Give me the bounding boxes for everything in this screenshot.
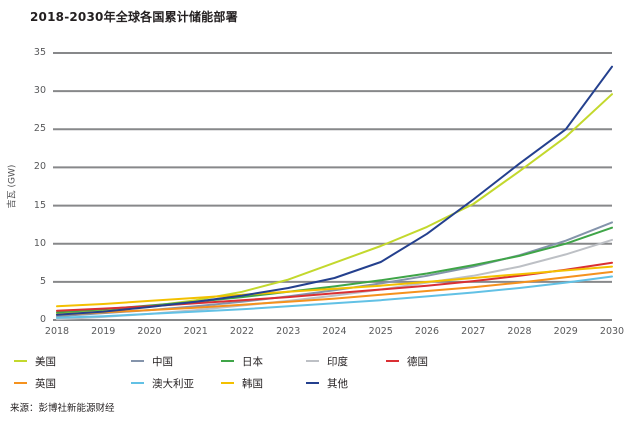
y-tick-label-20: 20 — [33, 161, 46, 173]
x-tick-label-2030: 2030 — [599, 326, 625, 337]
legend-swatch-japan — [221, 360, 234, 362]
legend-swatch-us — [14, 360, 27, 362]
x-tick-label-2021: 2021 — [183, 326, 208, 337]
legend-item-us: 美国 — [14, 354, 56, 368]
series-line-japan — [56, 226, 613, 314]
legend-label-australia: 澳大利亚 — [152, 377, 194, 390]
legend-item-india: 印度 — [306, 354, 348, 368]
legend-swatch-australia — [131, 382, 144, 384]
series-line-australia — [56, 275, 613, 319]
x-tick-label-2020: 2020 — [137, 326, 162, 337]
legend-item-japan: 日本 — [221, 354, 263, 368]
legend-swatch-india — [306, 360, 319, 362]
x-tick-label-2024: 2024 — [322, 326, 347, 337]
x-tick-label-2023: 2023 — [276, 326, 301, 337]
series-line-others — [56, 65, 613, 316]
x-tick-label-2022: 2022 — [229, 326, 255, 337]
legend-label-china: 中国 — [152, 355, 173, 368]
legend-item-china: 中国 — [131, 354, 173, 368]
y-tick-label-10: 10 — [33, 237, 46, 249]
y-tick-label-0: 0 — [39, 314, 46, 325]
legend-label-others: 其他 — [327, 377, 348, 390]
x-tick-label-2018: 2018 — [44, 326, 70, 337]
x-tick-label-2027: 2027 — [461, 326, 486, 337]
legend-label-uk: 英国 — [35, 377, 56, 390]
legend-swatch-others — [306, 382, 319, 384]
y-tick-label-25: 25 — [33, 123, 46, 135]
legend-swatch-germany — [386, 360, 399, 362]
legend-swatch-uk — [14, 382, 27, 384]
series-line-uk — [56, 270, 613, 316]
x-tick-label-2019: 2019 — [91, 326, 116, 337]
x-tick-label-2029: 2029 — [553, 326, 578, 337]
x-tick-label-2028: 2028 — [507, 326, 532, 337]
y-tick-label-35: 35 — [33, 47, 46, 58]
x-tick-label-2026: 2026 — [414, 326, 440, 337]
chart-title: 2018-2030年全球各国累计储能部署 — [30, 10, 238, 24]
legend-item-uk: 英国 — [14, 376, 56, 390]
legend-item-germany: 德国 — [386, 354, 428, 368]
legend-item-australia: 澳大利亚 — [131, 376, 194, 390]
y-tick-label-15: 15 — [33, 199, 46, 211]
legend-label-south-korea: 韩国 — [242, 377, 263, 390]
x-tick-label-2025: 2025 — [368, 326, 393, 337]
series-line-south-korea — [56, 265, 613, 308]
legend-label-japan: 日本 — [242, 355, 263, 368]
legend-item-south-korea: 韩国 — [221, 376, 263, 390]
source-note: 来源：彭博社新能源财经 — [10, 403, 115, 414]
legend-label-us: 美国 — [35, 355, 56, 368]
y-tick-label-30: 30 — [33, 85, 46, 97]
legend-label-germany: 德国 — [407, 355, 428, 368]
legend-swatch-china — [131, 360, 144, 362]
legend-item-others: 其他 — [306, 376, 348, 390]
y-tick-label-5: 5 — [39, 275, 46, 287]
legend-swatch-south-korea — [221, 382, 234, 384]
legend-label-india: 印度 — [327, 355, 348, 368]
